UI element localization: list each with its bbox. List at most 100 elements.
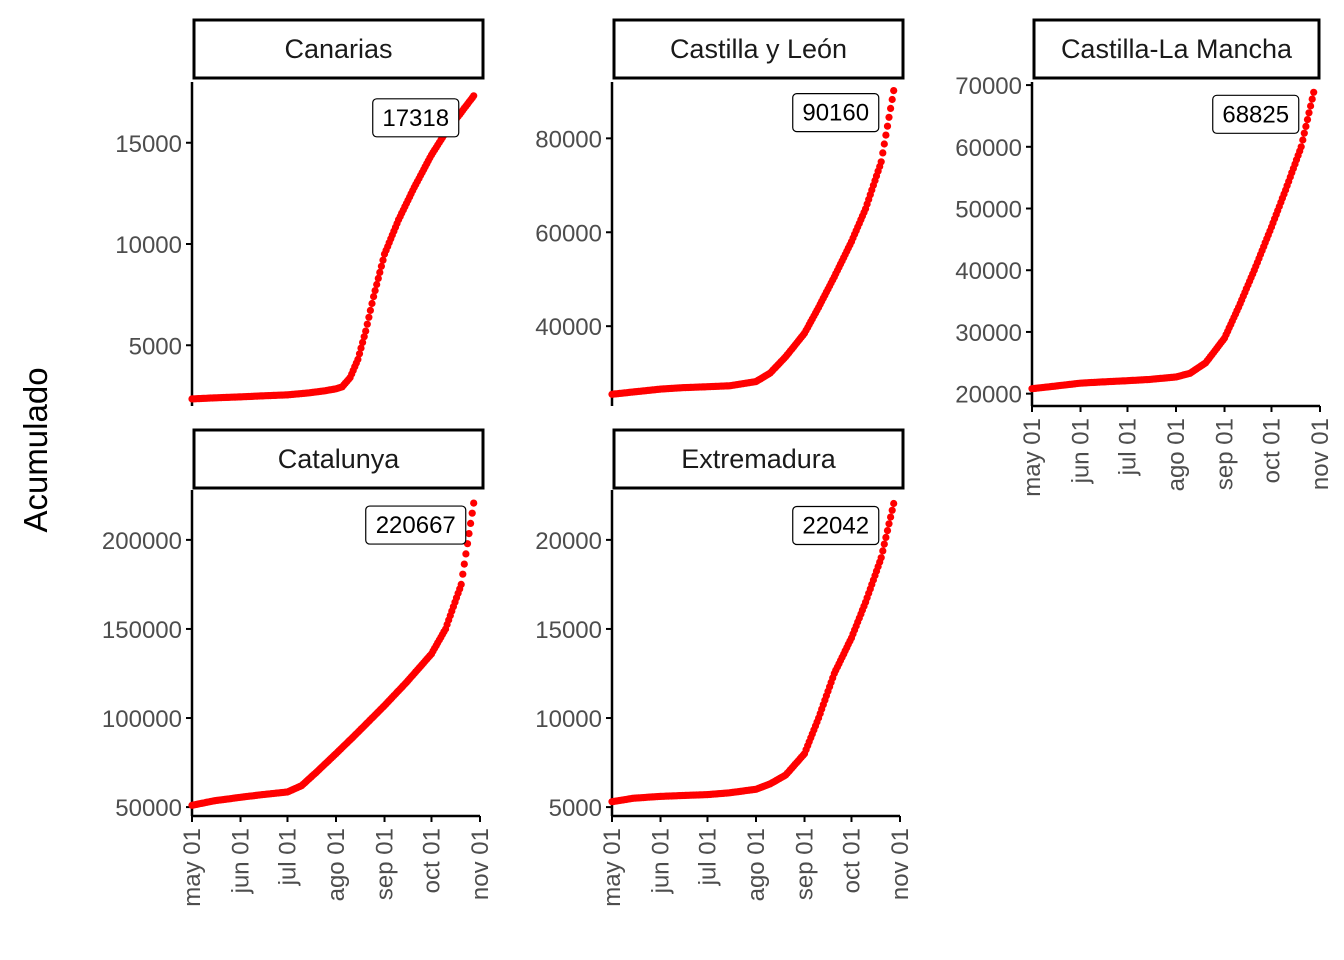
data-point [1310, 88, 1318, 96]
data-point [885, 520, 893, 528]
y-tick-label: 10000 [115, 232, 182, 259]
data-point [379, 256, 387, 264]
total-label-box [372, 98, 460, 138]
panel-title: Catalunya [278, 444, 401, 474]
data-points [1028, 88, 1318, 393]
panel-strip [1032, 18, 1321, 80]
y-tick-label: 60000 [535, 220, 602, 247]
y-tick-label: 60000 [955, 135, 1022, 162]
data-point [1297, 143, 1305, 151]
data-point [374, 274, 382, 282]
x-tick-label: jul 01 [1114, 418, 1141, 476]
y-tick-label: 200000 [102, 528, 182, 555]
y-tick-label: 5000 [129, 333, 182, 360]
data-point [460, 560, 468, 568]
data-point [882, 131, 890, 139]
y-axis-title: Acumulado [17, 367, 54, 532]
data-point [370, 293, 378, 301]
y-tick-label: 40000 [535, 314, 602, 341]
data-point [467, 519, 475, 528]
data-point [887, 104, 895, 112]
data-point [885, 113, 893, 121]
panel-castilla-y-leon: Castilla y León 40000 60000 80000 90160 [535, 18, 905, 406]
data-points [188, 499, 478, 809]
total-label: 68825 [1222, 101, 1289, 128]
data-point [373, 280, 381, 289]
y-tick-label: 80000 [535, 126, 602, 153]
total-label-box [1212, 94, 1300, 134]
data-point [468, 509, 476, 517]
x-tick-label: nov 01 [1307, 418, 1334, 490]
data-point [880, 540, 888, 548]
data-point [362, 327, 370, 335]
panel-extremadura: Extremadura 5000 10000 15000 20000 may 01 jun … [535, 428, 914, 907]
x-tick-label: oct 01 [1258, 418, 1285, 483]
data-points [608, 87, 898, 398]
data-point [879, 149, 887, 157]
data-point [883, 527, 892, 535]
y-tick-label: 20000 [955, 382, 1022, 409]
data-point [877, 554, 885, 562]
panel-catalunya: Catalunya 50000 100000 150000 200000 may 01 ju… [102, 428, 494, 907]
panel-title: Canarias [284, 34, 392, 64]
panel-strip [612, 18, 905, 80]
data-point [366, 306, 374, 314]
data-point [880, 140, 888, 148]
data-point [887, 513, 895, 521]
panel-strip [192, 18, 485, 80]
data-point [1307, 102, 1315, 110]
x-tick-label: sep 01 [372, 828, 399, 900]
data-point [365, 313, 373, 321]
data-point [371, 287, 379, 295]
total-label-box [365, 505, 467, 545]
data-point [882, 533, 890, 542]
panel-strip [192, 428, 485, 490]
y-tick-label: 15000 [115, 131, 182, 158]
data-point [459, 570, 467, 578]
total-label: 22042 [802, 513, 869, 540]
x-tick-label: ago 01 [743, 828, 770, 901]
panel-title: Castilla y León [670, 34, 847, 64]
data-point [462, 550, 470, 558]
panel-title: Castilla-La Mancha [1061, 34, 1293, 64]
y-tick-label: 10000 [535, 706, 602, 733]
data-point [879, 547, 887, 555]
x-tick-label: jun 01 [228, 828, 255, 894]
total-label: 17318 [382, 105, 449, 132]
data-point [1299, 136, 1307, 144]
data-point [354, 355, 362, 363]
total-label-box [792, 505, 880, 546]
total-label: 220667 [376, 512, 456, 539]
panel-castilla-la-mancha: Castilla-La Mancha 20000 30000 40000 50000 60… [955, 18, 1334, 497]
x-tick-label: sep 01 [792, 828, 819, 900]
data-point [368, 299, 376, 308]
y-tick-label: 50000 [115, 795, 182, 822]
x-tick-label: nov 01 [467, 828, 494, 900]
data-point [877, 158, 885, 166]
y-tick-label: 5000 [549, 795, 602, 822]
data-point [355, 350, 364, 358]
data-point [465, 530, 473, 538]
data-point [1303, 116, 1312, 124]
data-points [188, 92, 478, 403]
x-tick-label: jul 01 [274, 828, 301, 886]
x-tick-label: oct 01 [418, 828, 445, 893]
y-tick-label: 150000 [102, 617, 182, 644]
data-point [377, 262, 385, 270]
x-tick-label: may 01 [599, 828, 626, 907]
x-tick-label: ago 01 [1163, 418, 1190, 491]
data-point [1302, 122, 1310, 130]
data-point [1305, 109, 1313, 117]
y-tick-label: 20000 [535, 528, 602, 555]
data-point [888, 95, 896, 104]
data-point [470, 92, 478, 100]
x-tick-label: sep 01 [1212, 418, 1239, 490]
y-tick-label: 100000 [102, 706, 182, 733]
total-label: 90160 [802, 100, 869, 127]
data-point [359, 338, 367, 346]
data-points [608, 499, 898, 806]
data-point [890, 499, 898, 508]
y-tick-label: 70000 [955, 73, 1022, 100]
data-point [363, 320, 371, 328]
